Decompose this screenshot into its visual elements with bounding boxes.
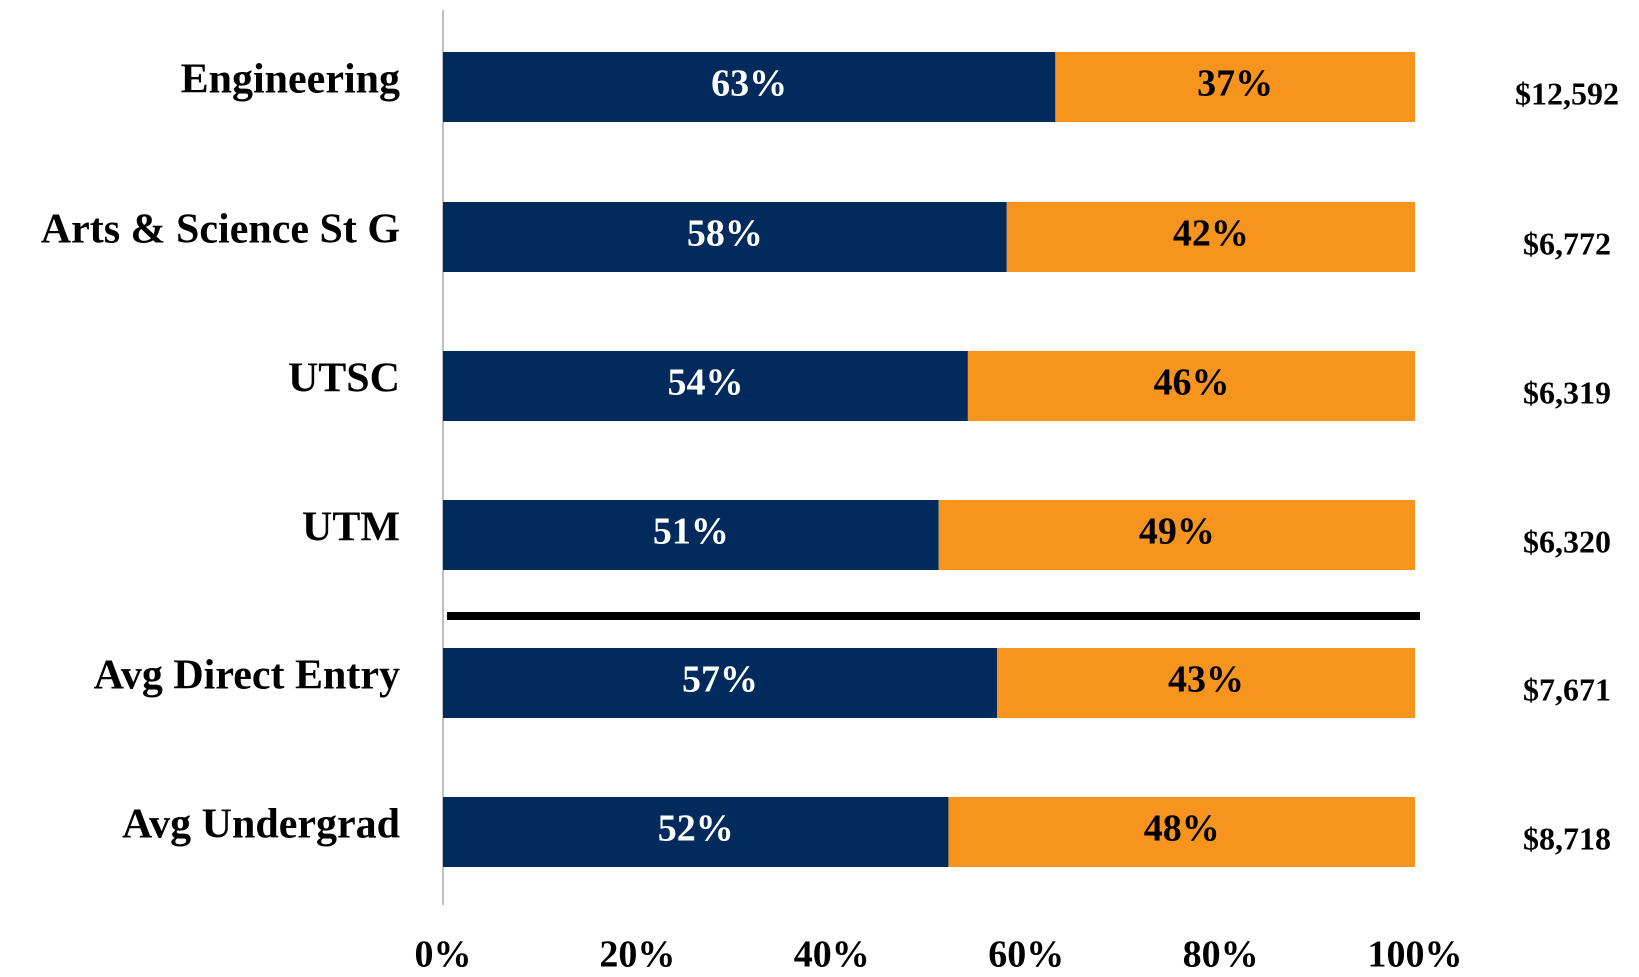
category-label: Engineering xyxy=(181,57,400,103)
x-tick-label: 20% xyxy=(599,934,675,976)
bar-segment xyxy=(967,351,1415,421)
annotation: $8,718 xyxy=(1523,820,1611,856)
value-label: 42% xyxy=(1173,213,1249,255)
category-label: Arts & Science St G xyxy=(41,207,400,253)
x-tick-label: 40% xyxy=(794,934,870,976)
bar-segment xyxy=(443,797,949,867)
bar-segment xyxy=(443,500,939,570)
value-label: 51% xyxy=(653,511,729,553)
annotation: $6,772 xyxy=(1523,225,1611,261)
x-tick-label: 100% xyxy=(1368,934,1463,976)
value-label: 37% xyxy=(1197,63,1273,105)
annotation: $6,320 xyxy=(1523,523,1611,559)
category-label: UTM xyxy=(302,505,400,551)
value-label: 63% xyxy=(711,63,787,105)
x-tick-label: 0% xyxy=(415,934,472,976)
category-label: UTSC xyxy=(288,356,400,402)
x-tick-label: 80% xyxy=(1183,934,1259,976)
value-label: 46% xyxy=(1153,362,1229,404)
value-label: 43% xyxy=(1168,659,1244,701)
bar-segment xyxy=(443,648,998,718)
bar-segment xyxy=(1055,52,1415,122)
bar-segment xyxy=(443,52,1056,122)
bar-segment xyxy=(997,648,1415,718)
bar-segment xyxy=(948,797,1415,867)
annotation: $12,592 xyxy=(1515,75,1619,111)
annotation: $7,671 xyxy=(1523,671,1611,707)
x-tick-label: 60% xyxy=(988,934,1064,976)
category-label: Avg Undergrad xyxy=(122,802,400,848)
annotation: $6,319 xyxy=(1523,374,1611,410)
value-label: 49% xyxy=(1139,511,1215,553)
bar-segment xyxy=(443,202,1007,272)
value-label: 57% xyxy=(682,659,758,701)
bar-segment xyxy=(938,500,1415,570)
value-label: 52% xyxy=(658,808,734,850)
value-label: 54% xyxy=(667,362,743,404)
bar-segment xyxy=(443,351,968,421)
bar-segment xyxy=(1006,202,1415,272)
value-label: 58% xyxy=(687,213,763,255)
category-label: Avg Direct Entry xyxy=(94,653,400,699)
value-label: 48% xyxy=(1144,808,1220,850)
